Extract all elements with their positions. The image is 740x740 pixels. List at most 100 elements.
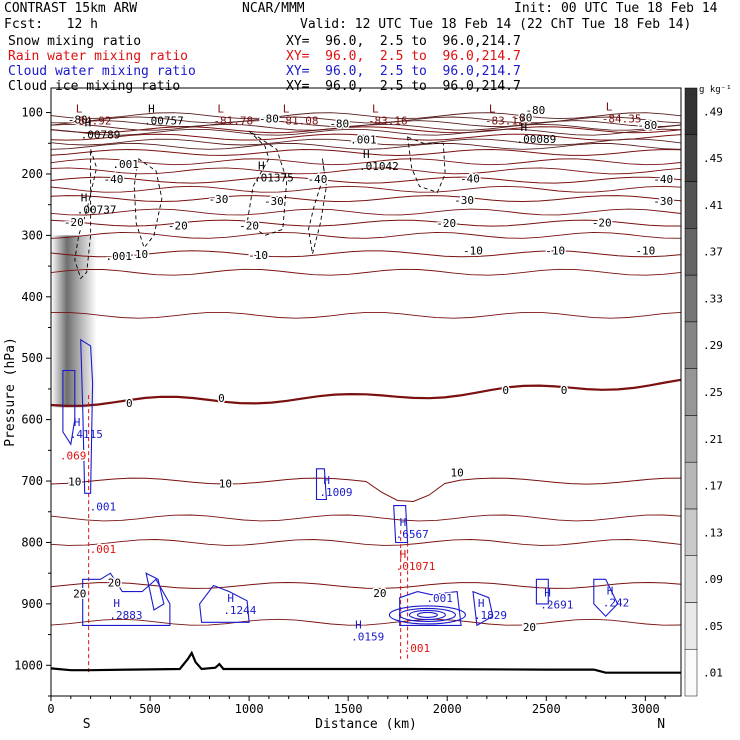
temperature-contour [50,268,682,276]
cloud-water-contour [399,590,462,626]
contour-value-label: .001 [105,250,132,263]
temperature-label: -10 [463,245,483,258]
temperature-contour--50 [50,148,682,157]
temperature-label: -20 [168,220,188,233]
colorbar-segment [684,274,698,323]
temperature-contour [50,231,682,239]
temperature-label: -10 [635,245,655,258]
x-tick-label: 3000 [631,702,660,716]
temperature-contour [50,123,682,131]
colorbar-unit-label: g kg⁻¹ [699,85,732,95]
north-label: N [657,717,665,732]
contour-value-label: .069 [60,450,87,463]
field-cloudwater-label: Cloud water mixing ratio [8,64,196,79]
colorbar-segment [684,415,698,463]
temperature-contour--30 [50,195,682,203]
contour-value-label: .001 [90,501,117,514]
extremum-marker: L [283,103,290,116]
colorbar-tick-label: .41 [703,199,723,212]
cloud-water-contour [393,505,409,544]
extremum-value: .242 [603,597,630,610]
colorbar-tick-label: .17 [703,480,723,493]
valid-time: Valid: 12 UTC Tue 18 Feb 14 (22 ChT Tue … [300,17,692,32]
field-cloudice-label: Cloud ice mixing ratio [8,79,181,94]
temperature-label: -30 [264,195,284,208]
colorbar-segment [684,228,698,276]
colorbar-tick-label: .01 [703,667,723,680]
x-tick-label: 500 [139,702,161,716]
temperature-label: -30 [208,193,228,206]
extremum-marker: H [113,597,120,610]
temperature-label: -40 [653,173,673,186]
temperature-contour [50,185,682,193]
extremum-marker: H [323,474,330,487]
x-tick-label: 2500 [532,702,561,716]
temperature-contour-20 [50,581,682,589]
temperature-label: -80 [525,104,545,117]
extremum-marker: L [217,103,224,116]
contour-value-label: .001 [404,642,431,655]
temperature-label: 0 [561,384,568,397]
cloud-water-contour [472,590,494,627]
temperature-contour [50,167,682,175]
extremum-marker: L [606,101,613,114]
extremum-value: .4115 [70,428,103,441]
field-cloudwater-xy: XY= 96.0, 2.5 to 96.0,214.7 [286,64,521,79]
temperature-contour [50,158,682,166]
temperature-label: -80 [329,118,349,131]
temperature-label: -40 [460,172,480,185]
temperature-label: -30 [454,194,474,207]
temperature-contour--10 [50,250,682,258]
field-rain-xy: XY= 96.0, 2.5 to 96.0,214.7 [286,49,521,64]
x-tick-label: 0 [47,702,54,716]
x-axis-label: Distance (km) [315,717,417,732]
temperature-label: -10 [545,245,565,258]
extremum-value: .1829 [474,609,507,622]
temperature-label: -80 [259,113,279,126]
extremum-value: .00789 [81,129,121,142]
temperature-label: 20 [73,587,86,600]
extremum-marker: L [76,103,83,116]
temperature-contour [50,112,682,120]
temperature-contour [50,514,682,522]
field-rain-label: Rain water mixing ratio [8,49,189,64]
temperature-label: 20 [108,576,121,589]
cloud-water-contour [593,578,619,617]
y-tick-label: 600 [21,413,43,427]
colorbar-segment [684,461,698,510]
temperature-contour [51,311,682,319]
temperature-label: 0 [126,397,133,410]
extremum-marker: H [74,416,81,429]
colorbar-tick-label: .05 [703,620,723,633]
cloud-water-contour [315,468,327,501]
colorbar-tick-label: .21 [703,433,723,446]
field-snow-label: Snow mixing ratio [8,34,142,49]
y-tick-label: 500 [21,351,43,365]
extremum-value: -83.12 [485,115,525,128]
y-tick-label: 200 [21,167,43,181]
plot-frame [50,87,682,697]
model-title: CONTRAST 15km ARW [4,1,138,16]
temperature-contour [50,208,682,216]
extremum-marker: H [148,103,155,116]
cloud-ice-contour [407,136,446,193]
colorbar-segment [684,555,698,603]
extremum-marker: H [227,592,234,605]
init-time: Init: 00 UTC Tue 18 Feb 14 [514,1,718,16]
extremum-marker: H [355,618,362,631]
cloud-water-contour [535,578,549,605]
extremum-marker: H [363,148,370,161]
colorbar-segment [684,134,698,182]
temperature-label: 0 [502,384,509,397]
temperature-contour--40 [50,176,682,184]
cloud-water-max-contour [416,611,438,618]
temperature-label: 0 [218,392,225,405]
cloud-water-max-contour [398,607,456,622]
temperature-contour [50,128,682,136]
extremum-value: .1244 [223,604,256,617]
extremum-marker: H [258,160,265,173]
colorbar-segment [684,321,698,369]
colorbar-segment [684,368,698,416]
center-title: NCAR/MMM [242,1,305,16]
